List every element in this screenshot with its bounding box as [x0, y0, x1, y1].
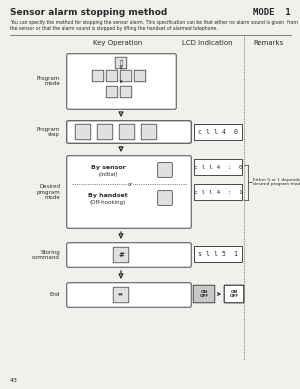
Text: c l l 4  :  0: c l l 4 : 0	[194, 165, 242, 170]
Text: ON
OFF: ON OFF	[200, 290, 208, 298]
Text: Program
mode: Program mode	[37, 75, 60, 86]
FancyBboxPatch shape	[224, 285, 244, 303]
Text: You can specify the method for stopping the sensor alarm. This specification can: You can specify the method for stopping …	[10, 20, 298, 31]
FancyBboxPatch shape	[97, 124, 113, 140]
Text: Sensor alarm stopping method: Sensor alarm stopping method	[10, 8, 167, 17]
FancyBboxPatch shape	[120, 86, 132, 98]
Text: Key Operation: Key Operation	[93, 40, 143, 46]
FancyBboxPatch shape	[141, 124, 157, 140]
Text: **: **	[118, 293, 124, 298]
FancyBboxPatch shape	[106, 70, 118, 82]
Text: ⬛: ⬛	[119, 60, 123, 66]
FancyBboxPatch shape	[67, 156, 191, 228]
FancyBboxPatch shape	[194, 246, 242, 262]
FancyBboxPatch shape	[106, 86, 118, 98]
FancyBboxPatch shape	[120, 70, 132, 82]
Text: Remarks: Remarks	[253, 40, 283, 46]
FancyBboxPatch shape	[158, 163, 172, 177]
Text: or: or	[127, 182, 133, 186]
Text: Desired
program
mode: Desired program mode	[36, 184, 60, 200]
FancyBboxPatch shape	[194, 124, 242, 140]
Text: By sensor: By sensor	[91, 165, 125, 170]
Text: c l l 4  0: c l l 4 0	[198, 129, 238, 135]
Text: ON
OFF: ON OFF	[230, 290, 238, 298]
FancyBboxPatch shape	[113, 287, 129, 303]
FancyBboxPatch shape	[92, 70, 104, 82]
FancyBboxPatch shape	[115, 57, 127, 69]
FancyBboxPatch shape	[67, 243, 191, 267]
Text: s l l 5  1: s l l 5 1	[198, 251, 238, 257]
FancyBboxPatch shape	[67, 121, 191, 143]
Text: Program
step: Program step	[37, 126, 60, 137]
FancyBboxPatch shape	[193, 285, 215, 303]
Text: #: #	[118, 252, 124, 258]
FancyBboxPatch shape	[158, 191, 172, 205]
FancyBboxPatch shape	[75, 124, 91, 140]
FancyBboxPatch shape	[119, 124, 135, 140]
Text: 43: 43	[10, 378, 18, 383]
Text: Either 0 or 1 depending on the
desired program mode.: Either 0 or 1 depending on the desired p…	[253, 178, 300, 186]
Text: (Initial): (Initial)	[98, 172, 118, 177]
Text: MODE  1: MODE 1	[254, 8, 291, 17]
FancyBboxPatch shape	[67, 283, 191, 307]
Text: End: End	[50, 293, 60, 298]
FancyBboxPatch shape	[67, 54, 176, 109]
FancyBboxPatch shape	[113, 247, 129, 263]
FancyBboxPatch shape	[194, 159, 242, 175]
Text: LCD indication: LCD indication	[182, 40, 232, 46]
Text: (Off-hooking): (Off-hooking)	[90, 200, 126, 205]
FancyBboxPatch shape	[194, 184, 242, 200]
Text: Storing
command: Storing command	[32, 250, 60, 260]
FancyBboxPatch shape	[134, 70, 146, 82]
Text: By handset: By handset	[88, 193, 128, 198]
Text: c l l 4  :  1: c l l 4 : 1	[194, 189, 242, 194]
